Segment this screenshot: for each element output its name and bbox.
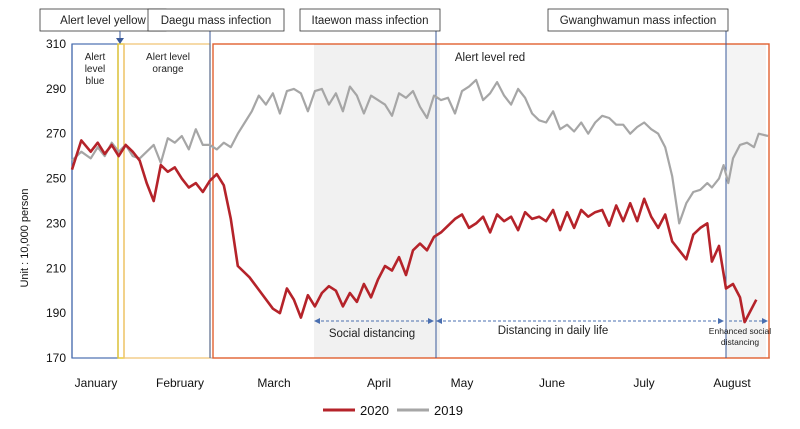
itaewon-label: Itaewon mass infection bbox=[312, 15, 429, 27]
daegu-label-box bbox=[147, 8, 285, 32]
daily-distancing-arrow-right-icon bbox=[718, 318, 724, 324]
daegu-label: Daegu mass infection bbox=[161, 15, 272, 27]
social-distancing-label: Social distancing bbox=[329, 328, 415, 340]
x-tick-label-march: March bbox=[257, 376, 290, 390]
series-2020-line bbox=[70, 139, 758, 324]
x-tick-label-january: January bbox=[75, 376, 118, 390]
alert-blue-line3: blue bbox=[86, 76, 105, 87]
enhanced-label-line1: Enhanced social bbox=[709, 326, 771, 336]
alert-yellow-arrow-icon bbox=[116, 38, 124, 44]
alert-yellow-label: Alert level yellow bbox=[60, 15, 146, 27]
legend-label-2020: 2020 bbox=[360, 403, 389, 418]
y-tick-label: 290 bbox=[46, 82, 66, 96]
y-axis-label: Unit : 10,000 person bbox=[19, 188, 31, 287]
gwanghwamun-label: Gwanghwamun mass infection bbox=[560, 15, 717, 27]
daily-distancing-label: Distancing in daily life bbox=[498, 325, 609, 337]
alert-orange-box bbox=[123, 43, 211, 359]
legend-label-2019: 2019 bbox=[434, 403, 463, 418]
y-tick-label: 170 bbox=[46, 351, 66, 365]
alert-blue-line1: Alert bbox=[85, 52, 106, 63]
x-tick-label-april: April bbox=[367, 376, 391, 390]
x-tick-label-august: August bbox=[713, 376, 751, 390]
alert-orange-line1: Alert level bbox=[146, 52, 190, 63]
x-tick-label-may: May bbox=[451, 376, 474, 390]
x-tick-label-june: June bbox=[539, 376, 565, 390]
enhanced-label-line2: distancing bbox=[721, 337, 760, 347]
enhanced-distancing-shade bbox=[726, 44, 766, 358]
enhanced-arrow-right-icon bbox=[762, 318, 768, 324]
social-distancing-shade bbox=[314, 44, 440, 358]
daily-distancing-arrow-left-icon bbox=[436, 318, 442, 324]
social-distancing-arrow-left-icon bbox=[314, 318, 320, 324]
alert-yellow-box bbox=[117, 43, 125, 359]
alert-orange-line2: orange bbox=[152, 64, 184, 75]
alert-red-box bbox=[212, 43, 770, 359]
y-tick-label: 230 bbox=[46, 216, 66, 230]
alert-blue-line2: level bbox=[85, 64, 106, 75]
gwanghwamun-label-box bbox=[547, 8, 729, 32]
social-distancing-arrow-right-icon bbox=[428, 318, 434, 324]
y-tick-label: 190 bbox=[46, 306, 66, 320]
itaewon-label-box bbox=[299, 8, 441, 32]
y-tick-label: 210 bbox=[46, 261, 66, 275]
y-tick-label: 270 bbox=[46, 127, 66, 141]
alert-blue-box bbox=[71, 43, 119, 359]
x-tick-labels: January February March April May June July Augu… bbox=[75, 376, 752, 390]
x-tick-label-july: July bbox=[633, 376, 654, 390]
y-tick-label: 310 bbox=[46, 37, 66, 51]
x-tick-label-february: February bbox=[156, 376, 204, 390]
legend: 2020 2019 bbox=[323, 403, 463, 418]
y-tick-label: 250 bbox=[46, 172, 66, 186]
y-ticks: 170 190 210 230 250 270 290 310 bbox=[46, 37, 66, 365]
series-2019-line bbox=[71, 78, 769, 225]
alert-red-label: Alert level red bbox=[455, 52, 525, 64]
